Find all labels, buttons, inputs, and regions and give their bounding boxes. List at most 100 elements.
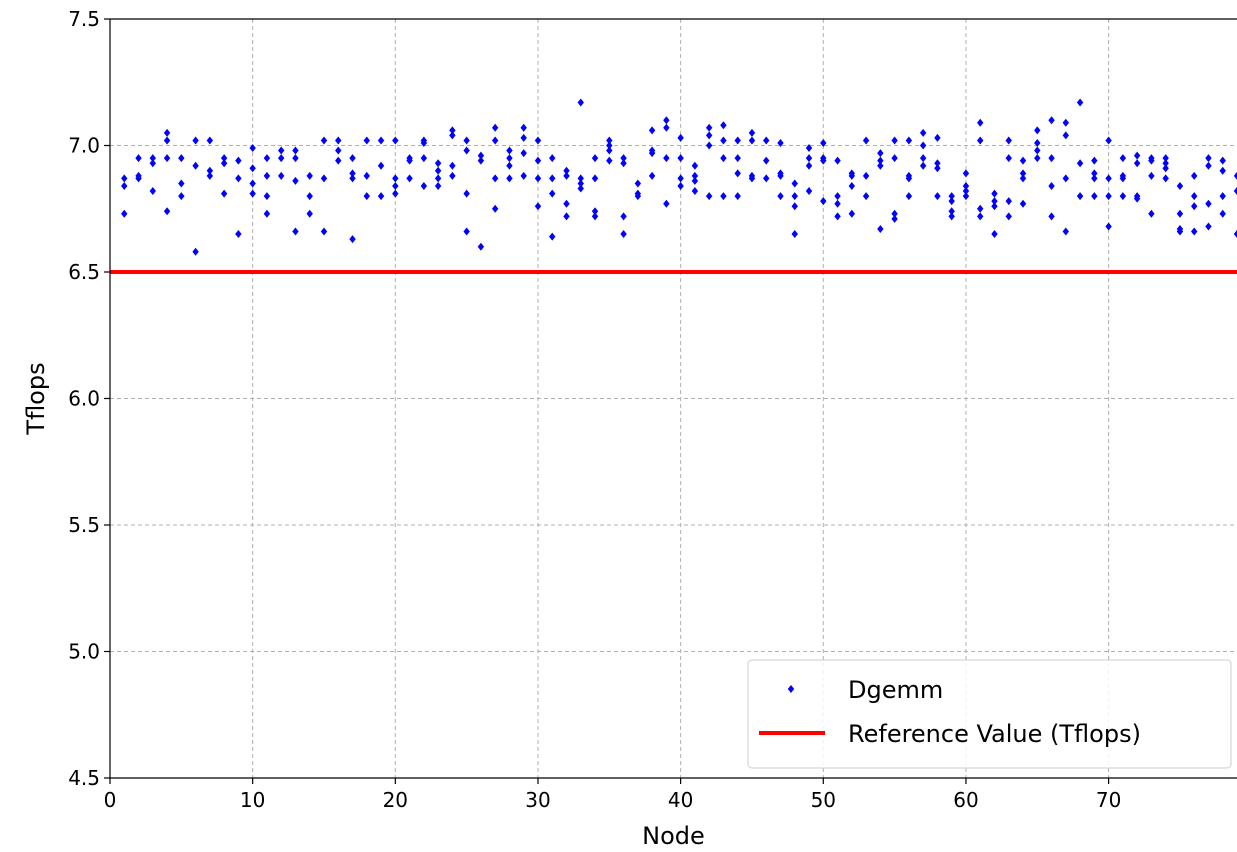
data-point bbox=[1048, 154, 1055, 163]
data-point bbox=[862, 136, 870, 145]
data-point bbox=[1062, 118, 1070, 127]
y-tick-label: 4.5 bbox=[68, 766, 100, 790]
data-point bbox=[178, 179, 185, 188]
data-point bbox=[392, 189, 399, 198]
data-point bbox=[1034, 138, 1041, 147]
y-tick-label: 6.5 bbox=[68, 260, 100, 284]
data-point bbox=[220, 154, 228, 163]
data-point bbox=[834, 192, 841, 201]
data-point bbox=[677, 133, 684, 142]
data-point bbox=[720, 121, 727, 130]
data-point bbox=[862, 171, 870, 180]
data-point bbox=[1219, 156, 1226, 165]
data-point bbox=[620, 230, 627, 239]
data-point bbox=[292, 176, 299, 185]
y-tick-label: 7.5 bbox=[68, 7, 100, 31]
data-point bbox=[163, 136, 171, 145]
data-point bbox=[991, 202, 998, 211]
grid bbox=[110, 19, 1237, 778]
data-point bbox=[834, 212, 841, 221]
data-point bbox=[121, 209, 128, 218]
data-point bbox=[363, 192, 370, 201]
data-point bbox=[192, 161, 199, 170]
data-point bbox=[563, 166, 570, 175]
data-point bbox=[663, 123, 670, 132]
data-point bbox=[449, 161, 456, 170]
data-point bbox=[434, 181, 442, 190]
data-point bbox=[820, 138, 827, 147]
data-point bbox=[577, 184, 584, 193]
data-point bbox=[677, 181, 684, 190]
data-point bbox=[905, 136, 913, 145]
y-tick-label: 5.0 bbox=[68, 640, 100, 664]
data-point bbox=[192, 247, 199, 256]
x-tick-label: 60 bbox=[953, 788, 978, 812]
data-point bbox=[1034, 146, 1041, 155]
data-point bbox=[235, 174, 242, 183]
data-point bbox=[734, 136, 741, 145]
data-point bbox=[178, 154, 185, 163]
data-point bbox=[877, 156, 884, 165]
data-point bbox=[948, 197, 955, 206]
data-point bbox=[1076, 98, 1084, 107]
data-point bbox=[791, 179, 798, 188]
data-point bbox=[1176, 181, 1184, 190]
data-point bbox=[135, 154, 142, 163]
y-tick-label: 6.0 bbox=[68, 387, 100, 411]
data-point bbox=[1105, 222, 1112, 231]
data-point bbox=[805, 187, 813, 196]
data-point bbox=[577, 179, 584, 188]
data-point bbox=[406, 154, 413, 163]
data-point bbox=[763, 156, 770, 165]
data-point bbox=[178, 192, 185, 201]
data-point bbox=[506, 161, 513, 170]
data-point bbox=[648, 171, 656, 180]
data-point bbox=[805, 154, 813, 163]
data-point bbox=[1005, 212, 1012, 221]
data-point bbox=[449, 131, 456, 140]
data-point bbox=[121, 174, 128, 183]
data-point bbox=[991, 230, 998, 239]
data-point bbox=[591, 174, 599, 183]
data-point bbox=[363, 136, 370, 145]
data-point bbox=[534, 174, 542, 183]
data-point bbox=[1191, 202, 1198, 211]
data-point bbox=[1191, 227, 1198, 236]
data-point bbox=[634, 189, 642, 198]
data-point bbox=[848, 169, 856, 178]
data-point bbox=[1162, 154, 1169, 163]
data-point bbox=[277, 171, 285, 180]
data-point bbox=[534, 136, 542, 145]
data-point bbox=[249, 189, 256, 198]
data-point bbox=[691, 171, 699, 180]
data-point bbox=[591, 154, 599, 163]
data-point bbox=[506, 146, 513, 155]
data-point bbox=[748, 136, 756, 145]
data-point bbox=[549, 154, 556, 163]
data-point bbox=[1091, 174, 1098, 183]
data-point bbox=[491, 136, 499, 145]
data-point bbox=[606, 141, 613, 150]
data-point bbox=[1091, 192, 1098, 201]
data-point bbox=[934, 164, 941, 173]
data-point bbox=[377, 161, 385, 170]
data-point bbox=[263, 171, 271, 180]
data-point bbox=[648, 126, 656, 135]
data-point bbox=[463, 136, 470, 145]
data-point bbox=[434, 159, 442, 168]
data-point bbox=[335, 146, 342, 155]
legend-label-reference: Reference Value (Tflops) bbox=[848, 720, 1141, 748]
data-point bbox=[149, 159, 156, 168]
data-point bbox=[1019, 174, 1027, 183]
data-point bbox=[919, 161, 927, 170]
data-point bbox=[1162, 164, 1169, 173]
data-point bbox=[919, 154, 927, 163]
data-point bbox=[1048, 116, 1055, 125]
data-point bbox=[434, 166, 442, 175]
data-point bbox=[392, 181, 399, 190]
data-point bbox=[534, 156, 542, 165]
data-point bbox=[606, 136, 613, 145]
data-point bbox=[677, 174, 684, 183]
y-axis-label: Tflops bbox=[22, 362, 50, 435]
data-point bbox=[377, 192, 385, 201]
